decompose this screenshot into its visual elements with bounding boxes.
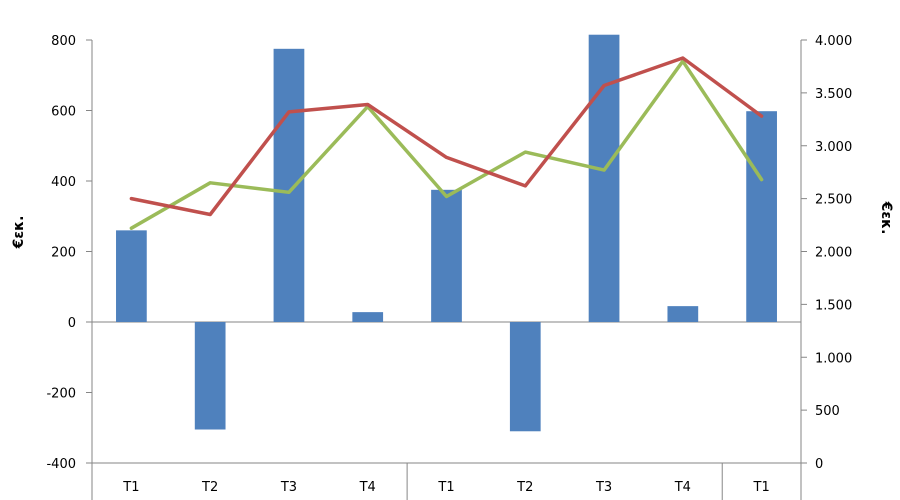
left-tick-label: -400 (46, 457, 76, 472)
x-tick-label: T3 (595, 480, 612, 495)
bar (588, 34, 620, 323)
bar (431, 189, 462, 322)
left-tick-label: 0 (68, 316, 76, 331)
left-axis-ticks: -400 -200 0 200 400 600 800 (46, 34, 92, 472)
right-tick-label: 2.500 (815, 193, 852, 208)
left-tick-label: 800 (51, 34, 76, 49)
right-tick-label: 3.000 (815, 140, 852, 155)
bar (667, 306, 699, 322)
line-series (129, 56, 764, 230)
right-tick-label: 500 (815, 404, 840, 419)
x-tick-label: T1 (753, 480, 770, 495)
x-tick-label: T1 (122, 480, 139, 495)
bar-series (116, 34, 777, 432)
bar (352, 312, 384, 322)
series-line (129, 59, 764, 230)
right-tick-label: 0 (815, 457, 823, 472)
right-tick-label: 1.500 (815, 298, 852, 313)
bar (273, 48, 305, 322)
left-tick-label: 600 (51, 105, 76, 120)
x-tick-label: T4 (359, 480, 376, 495)
left-axis-label: €εκ. (11, 216, 27, 250)
left-tick-label: 200 (51, 246, 76, 261)
x-axis-ticks: T1 T2 T3 T4 T1 T2 T3 T4 T1 (122, 480, 769, 495)
x-tick-label: T1 (437, 480, 454, 495)
right-axis-ticks: 0 500 1.000 1.500 2.000 2.500 3.000 3.500 4.000 (801, 34, 852, 472)
left-tick-label: 400 (51, 175, 76, 190)
right-tick-label: 3.500 (815, 87, 852, 102)
bar (194, 322, 226, 430)
x-tick-label: T3 (280, 480, 297, 495)
right-tick-label: 2.000 (815, 246, 852, 261)
bar (746, 111, 777, 322)
right-axis-label: €εκ. (878, 201, 894, 235)
x-tick-label: T2 (201, 480, 218, 495)
x-tick-label: T2 (516, 480, 533, 495)
left-tick-label: -200 (46, 387, 76, 402)
right-tick-label: 1.000 (815, 351, 852, 366)
bar (509, 322, 541, 432)
bar (116, 230, 147, 322)
right-tick-label: 4.000 (815, 34, 852, 49)
series-line (129, 56, 764, 217)
x-tick-label: T4 (674, 480, 691, 495)
